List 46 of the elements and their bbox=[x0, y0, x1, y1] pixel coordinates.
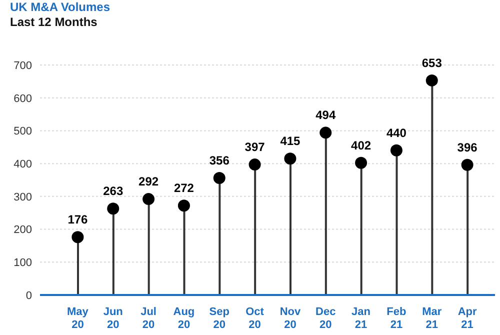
chart-subtitle: Last 12 Months bbox=[10, 15, 98, 29]
data-label: 263 bbox=[103, 184, 124, 198]
point bbox=[355, 156, 368, 169]
x-tick-label: Apr 21 bbox=[458, 306, 478, 331]
point bbox=[248, 158, 261, 171]
y-tick-label: 700 bbox=[14, 60, 32, 72]
data-label: 272 bbox=[174, 181, 194, 196]
x-tick-label: Nov 20 bbox=[280, 306, 302, 331]
y-tick-label: 200 bbox=[14, 224, 32, 236]
data-label: 440 bbox=[386, 126, 407, 140]
data-label: 396 bbox=[457, 140, 478, 154]
x-tick-label: Mar 21 bbox=[422, 306, 442, 331]
data-label: 292 bbox=[138, 174, 159, 189]
x-tick-label: Jan 21 bbox=[352, 306, 371, 331]
data-label: 356 bbox=[209, 154, 230, 168]
point bbox=[426, 74, 438, 86]
y-tick-label: 600 bbox=[14, 92, 32, 105]
point bbox=[461, 158, 474, 171]
point bbox=[284, 152, 296, 165]
x-tick-label: Dec 20 bbox=[316, 306, 336, 331]
x-tick-label: Aug 20 bbox=[173, 306, 195, 331]
point bbox=[213, 172, 226, 184]
y-tick-label: 400 bbox=[14, 158, 32, 170]
data-label: 397 bbox=[244, 140, 266, 154]
point bbox=[72, 231, 84, 244]
point bbox=[320, 126, 332, 139]
point bbox=[107, 202, 120, 215]
point bbox=[390, 144, 402, 156]
y-tick-label: 500 bbox=[14, 126, 32, 138]
x-tick-label: Sep 20 bbox=[209, 306, 230, 331]
x-tick-label: May 20 bbox=[67, 306, 90, 331]
x-tick-label: Jul 20 bbox=[140, 306, 156, 331]
chart-title: UK M&A Volumes bbox=[10, 0, 110, 14]
data-label: 415 bbox=[280, 134, 301, 148]
data-label: 494 bbox=[316, 108, 336, 122]
y-tick-label: 100 bbox=[14, 257, 32, 270]
x-tick-label: Jun 20 bbox=[103, 306, 124, 331]
y-tick-label: 0 bbox=[26, 290, 32, 302]
data-label: 653 bbox=[422, 56, 442, 70]
point bbox=[142, 193, 155, 206]
x-tick-label: Oct 20 bbox=[246, 306, 264, 331]
point bbox=[178, 200, 190, 212]
data-label: 402 bbox=[351, 138, 372, 152]
x-tick-label: Feb 21 bbox=[386, 306, 407, 331]
y-tick-label: 300 bbox=[14, 191, 32, 204]
data-label: 176 bbox=[68, 212, 88, 227]
